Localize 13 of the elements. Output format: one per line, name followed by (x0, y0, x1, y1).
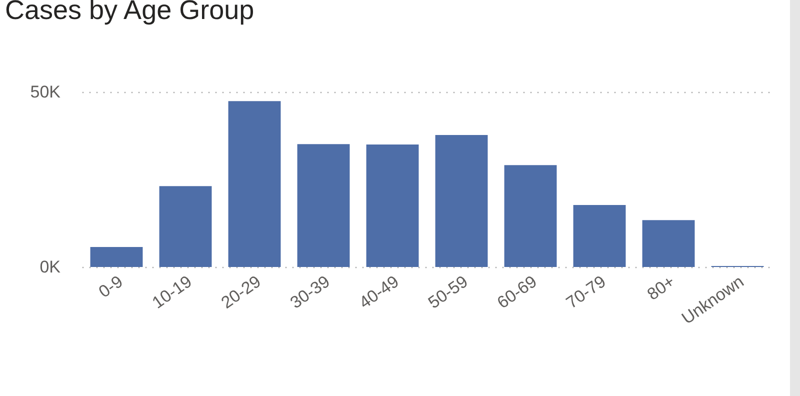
bar (228, 101, 281, 267)
bar (366, 144, 419, 267)
bar (642, 220, 695, 267)
y-tick-label: 50K (30, 82, 62, 102)
bar (504, 165, 557, 267)
bar (573, 205, 626, 267)
x-tick-label: 80+ (644, 272, 678, 304)
bar (90, 247, 143, 267)
x-tick-label: 0-9 (95, 272, 126, 302)
bar (435, 135, 488, 267)
bar (159, 186, 212, 267)
bar (297, 144, 350, 267)
y-tick-label: 0K (40, 258, 62, 276)
